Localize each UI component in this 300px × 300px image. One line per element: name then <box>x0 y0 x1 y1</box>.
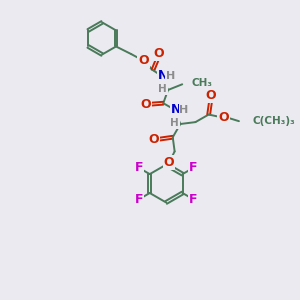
Text: O: O <box>148 133 159 146</box>
Text: O: O <box>218 111 229 124</box>
Text: O: O <box>153 46 164 60</box>
Text: F: F <box>135 193 143 206</box>
Text: H: H <box>170 118 179 128</box>
Text: CH₃: CH₃ <box>192 78 213 88</box>
Text: O: O <box>138 54 149 67</box>
Text: F: F <box>189 161 197 175</box>
Text: N: N <box>171 103 182 116</box>
Text: N: N <box>158 69 169 82</box>
Text: F: F <box>135 161 143 175</box>
Text: F: F <box>189 193 197 206</box>
Text: O: O <box>140 98 151 111</box>
Text: O: O <box>205 89 216 102</box>
Text: C(CH₃)₃: C(CH₃)₃ <box>252 116 295 126</box>
Text: H: H <box>179 105 189 115</box>
Text: H: H <box>158 84 167 94</box>
Text: H: H <box>166 71 176 81</box>
Text: O: O <box>164 156 174 169</box>
